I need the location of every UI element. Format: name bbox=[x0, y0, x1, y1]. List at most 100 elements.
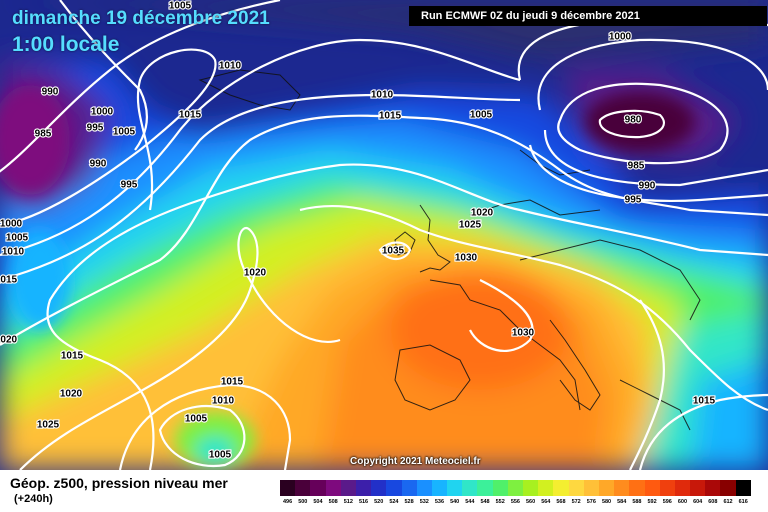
scale-swatch bbox=[735, 480, 751, 496]
scale-swatch bbox=[416, 480, 432, 496]
scale-label: 616 bbox=[738, 499, 748, 505]
scale-swatch bbox=[492, 480, 508, 496]
scale-swatch bbox=[295, 480, 311, 496]
isobar-lines bbox=[0, 0, 768, 470]
geopotential-field bbox=[0, 0, 768, 470]
isobar-label: 1000 bbox=[609, 32, 632, 43]
scale-label: 512 bbox=[343, 499, 353, 505]
isobar-label: 1005 bbox=[185, 414, 208, 425]
scale-swatch bbox=[386, 480, 402, 496]
scale-swatch bbox=[690, 480, 706, 496]
color-scale-labels: 496 500 504 508 512 516 520 524 528 532 536 540 544 5… bbox=[280, 499, 751, 505]
isobar-label: 990 bbox=[639, 181, 656, 192]
scale-label: 532 bbox=[419, 499, 429, 505]
scale-label: 556 bbox=[510, 499, 520, 505]
isobar-label: 1005 bbox=[470, 110, 493, 121]
scale-label: 560 bbox=[526, 499, 536, 505]
isobar-label: 1025 bbox=[37, 420, 60, 431]
isobar-label: 990 bbox=[42, 87, 59, 98]
isobar-label: 1000 bbox=[91, 107, 114, 118]
scale-swatch bbox=[644, 480, 660, 496]
scale-label: 516 bbox=[358, 499, 369, 505]
scale-swatch bbox=[553, 480, 569, 496]
isobar-label: 1020 bbox=[0, 335, 18, 346]
isobar-label: 1030 bbox=[455, 253, 478, 264]
scale-label: 544 bbox=[465, 499, 475, 505]
scale-swatch bbox=[340, 480, 356, 496]
isobar-label: 985 bbox=[628, 161, 645, 172]
scale-label: 612 bbox=[723, 499, 733, 505]
coastlines bbox=[198, 69, 701, 431]
isobar-label: 1015 bbox=[221, 377, 244, 388]
weather-map: 1005 1010 1010 1015 1015 1005 1000 980 985 990 995… bbox=[0, 0, 768, 470]
scale-label: 520 bbox=[374, 499, 384, 505]
scale-label: 608 bbox=[708, 499, 718, 505]
isobar-label: 1005 bbox=[6, 233, 29, 244]
scale-swatch bbox=[507, 480, 523, 496]
scale-label: 508 bbox=[328, 499, 338, 505]
isobar-label: 995 bbox=[625, 195, 642, 206]
map-canvas: 1005 1010 1010 1015 1015 1005 1000 980 985 990 995… bbox=[0, 0, 768, 470]
scale-label: 588 bbox=[632, 499, 642, 505]
scale-swatch bbox=[659, 480, 675, 496]
scale-swatch bbox=[280, 480, 296, 496]
scale-swatch bbox=[568, 480, 584, 496]
isobar-label: 980 bbox=[625, 115, 642, 126]
scale-swatch bbox=[371, 480, 387, 496]
scale-swatch bbox=[614, 480, 630, 496]
copyright-notice: Copyright 2021 Meteociel.fr bbox=[350, 456, 481, 467]
scale-label: 496 bbox=[283, 499, 293, 505]
isobar-label: 1015 bbox=[61, 351, 84, 362]
isobar-label: 985 bbox=[35, 129, 52, 140]
scale-label: 584 bbox=[617, 499, 627, 505]
isobar-labels: 1005 1010 1010 1015 1015 1005 1000 980 985 990 995… bbox=[0, 0, 717, 462]
isobar-label: 1010 bbox=[212, 396, 235, 407]
scale-label: 548 bbox=[480, 499, 490, 505]
scale-swatch bbox=[583, 480, 599, 496]
scale-swatch bbox=[674, 480, 691, 496]
isobar-label: 1005 bbox=[113, 127, 136, 138]
legend-subtitle: (+240h) bbox=[14, 493, 53, 505]
isobar-label: 1015 bbox=[179, 110, 202, 121]
scale-label: 536 bbox=[434, 499, 445, 505]
scale-swatch bbox=[720, 480, 736, 496]
scale-swatch bbox=[538, 480, 554, 496]
scale-swatch bbox=[447, 480, 463, 496]
scale-swatch bbox=[705, 480, 721, 496]
scale-swatch bbox=[431, 480, 448, 496]
scale-label: 600 bbox=[677, 499, 688, 505]
scale-label: 576 bbox=[586, 499, 596, 505]
forecast-time: 1:00 locale bbox=[12, 33, 120, 56]
scale-swatch bbox=[523, 480, 539, 496]
scale-swatch bbox=[598, 480, 615, 496]
isobar-label: 990 bbox=[90, 159, 107, 170]
scale-label: 564 bbox=[541, 499, 551, 505]
isobar-label: 1020 bbox=[471, 208, 494, 219]
scale-swatch bbox=[629, 480, 645, 496]
isobar-label: 1015 bbox=[693, 396, 716, 407]
scale-label: 572 bbox=[571, 499, 581, 505]
legend-title: Géop. z500, pression niveau mer bbox=[10, 475, 228, 491]
color-scale bbox=[280, 480, 751, 496]
isobar-label: 1010 bbox=[371, 90, 394, 101]
isobar-label: 1005 bbox=[169, 1, 192, 12]
isobar-label: 995 bbox=[121, 180, 138, 191]
scale-label: 504 bbox=[313, 499, 323, 505]
scale-swatch bbox=[462, 480, 478, 496]
isobar-label: 1005 bbox=[209, 450, 232, 461]
scale-label: 580 bbox=[601, 499, 612, 505]
isobar-label: 1010 bbox=[2, 247, 25, 258]
isobar-label: 1010 bbox=[219, 61, 242, 72]
isobar-label: 1020 bbox=[60, 389, 83, 400]
scale-swatch bbox=[325, 480, 341, 496]
scale-label: 604 bbox=[693, 499, 703, 505]
isobar-label: 1035 bbox=[382, 246, 405, 257]
isobar-label: 1015 bbox=[379, 111, 402, 122]
scale-label: 528 bbox=[404, 499, 414, 505]
scale-label: 540 bbox=[450, 499, 460, 505]
scale-swatch bbox=[355, 480, 372, 496]
scale-label: 568 bbox=[556, 499, 566, 505]
isobar-label: 1020 bbox=[244, 268, 267, 279]
model-run-banner: Run ECMWF 0Z du jeudi 9 décembre 2021 bbox=[409, 6, 767, 26]
scale-swatch bbox=[310, 480, 326, 496]
